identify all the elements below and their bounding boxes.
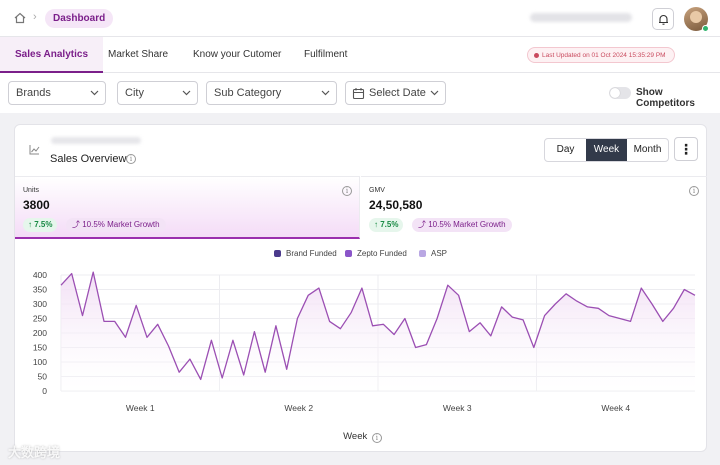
y-tick-label: 200 [33,328,47,338]
chart-legend: Brand Funded Zepto Funded ASP [15,249,708,263]
metric-label: Units [23,187,39,194]
card-subtitle-redacted [51,137,141,144]
info-icon[interactable]: i [689,186,699,196]
show-competitors-label: Show Competitors [636,87,695,109]
metric-value: 24,50,580 [369,198,423,212]
units-series-line[interactable] [60,271,696,381]
market-growth-badge: ⤴ 10.5% Market Growth [412,218,512,232]
x-tick-label: Week 4 [601,403,630,413]
show-competitors-toggle[interactable] [609,87,631,99]
card-title: Sales Overview [50,153,127,165]
notifications-button[interactable] [652,8,674,30]
more-options-button[interactable]: ⋮ [674,137,698,161]
y-tick-label: 50 [38,372,48,382]
y-tick-label: 300 [33,299,47,309]
sales-line-chart[interactable]: 0 50 100 150 200 250 300 350 400 Week 1 Week 2 Week… [15,265,708,430]
city-dropdown[interactable]: City [117,81,198,105]
info-icon[interactable]: i [342,186,352,196]
line-chart-icon [29,145,40,155]
chevron-down-icon [321,90,330,96]
brands-dropdown-label: Brands [16,87,51,99]
tab-market-share[interactable]: Market Share [108,49,169,60]
granularity-toggle: Day Week Month [544,138,669,162]
user-name-redacted [530,13,632,22]
units-area [61,272,695,391]
tab-sales-analytics[interactable]: Sales Analytics [0,37,104,73]
online-status-dot [702,25,709,32]
info-icon[interactable]: i [371,433,382,443]
sub-category-dropdown[interactable]: Sub Category [206,81,337,105]
tab-bar: Sales Analytics Market Share Know your C… [0,37,720,73]
y-tick-label: 400 [33,270,47,280]
metric-label: GMV [369,187,385,194]
y-tick-label: 150 [33,343,47,353]
avatar[interactable] [684,7,708,31]
select-date-label: Select Date [369,87,426,99]
legend-item-asp[interactable]: ASP [419,249,447,259]
y-tick-label: 350 [33,285,47,295]
legend-item-brand-funded[interactable]: Brand Funded [274,249,337,259]
chevron-down-icon [90,90,99,96]
filter-bar: Brands City Sub Category Select Date Sho… [0,73,720,113]
metric-value: 3800 [23,198,50,212]
y-tick-label: 250 [33,314,47,324]
watermark-text: 大数跨境 [8,445,61,460]
x-axis-title: Week i [15,431,708,443]
x-tick-label: Week 1 [126,403,155,413]
legend-item-zepto-funded[interactable]: Zepto Funded [345,249,407,259]
x-tick-label: Week 2 [284,403,313,413]
top-bar: › Dashboard [0,0,720,37]
sub-category-dropdown-label: Sub Category [214,87,282,99]
breadcrumb-separator: › [33,11,37,23]
y-tick-label: 100 [33,357,47,367]
metric-units[interactable]: Units 3800 i ↑ 7.5% ⤴ 10.5% Market Growt… [15,176,360,239]
tab-fulfilment[interactable]: Fulfilment [304,49,348,60]
chevron-down-icon [182,90,191,96]
select-date-dropdown[interactable]: Select Date [345,81,446,105]
metric-gmv[interactable]: GMV 24,50,580 i ↑ 7.5% ⤴ 10.5% Market Gr… [361,176,707,239]
market-growth-badge: ⤴ 10.5% Market Growth [66,218,166,232]
granularity-week-button[interactable]: Week [586,139,627,161]
granularity-month-button[interactable]: Month [633,144,662,155]
x-tick-label: Week 3 [443,403,472,413]
kebab-menu-icon: ⋮ [679,141,693,157]
city-dropdown-label: City [125,87,144,99]
sales-overview-card: Sales Overview i Day Week Month ⋮ Units … [14,124,707,452]
calendar-icon [352,88,365,100]
change-badge: ↑ 7.5% [23,218,58,232]
granularity-day-button[interactable]: Day [556,144,575,155]
change-badge: ↑ 7.5% [369,218,404,232]
home-icon[interactable] [13,11,27,25]
info-icon[interactable]: i [126,154,136,164]
breadcrumb-dashboard[interactable]: Dashboard [45,9,114,28]
last-updated-badge: Last Updated on 01 Oct 2024 15:35:29 PM [527,47,675,63]
brands-dropdown[interactable]: Brands [8,81,106,105]
bell-icon [659,14,668,25]
tab-know-your-customer[interactable]: Know your Cutomer [193,49,282,60]
y-tick-label: 0 [42,386,47,396]
chevron-down-icon [430,90,439,96]
